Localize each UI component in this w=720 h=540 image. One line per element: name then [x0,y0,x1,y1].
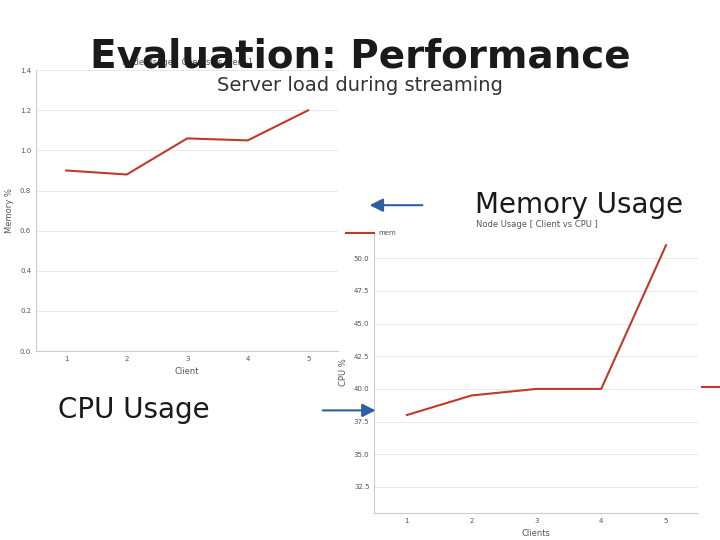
mem [122,171,131,178]
Line: mem: mem [66,110,308,174]
mem [304,107,312,113]
mem [243,137,252,144]
X-axis label: Client: Client [175,367,199,376]
mem [183,135,192,141]
Text: CPU Usage: CPU Usage [58,396,210,424]
cpu [662,242,670,248]
X-axis label: Clients: Clients [522,529,551,538]
Text: mem: mem [378,230,396,236]
cpu [597,386,606,392]
cpu [532,386,541,392]
Text: Server load during streaming: Server load during streaming [217,76,503,94]
Text: Memory Usage: Memory Usage [475,191,683,219]
mem [62,167,71,174]
Y-axis label: CPU %: CPU % [339,359,348,387]
cpu [467,392,476,399]
Title: Node Usage [ Client vs CPU ]: Node Usage [ Client vs CPU ] [475,220,598,228]
Text: Evaluation: Performance: Evaluation: Performance [90,38,630,76]
Y-axis label: Memory %: Memory % [5,188,14,233]
cpu [402,412,411,418]
Line: cpu: cpu [407,245,666,415]
Title: Node Usage [ Clients vs Mem ]: Node Usage [ Clients vs Mem ] [122,58,252,66]
